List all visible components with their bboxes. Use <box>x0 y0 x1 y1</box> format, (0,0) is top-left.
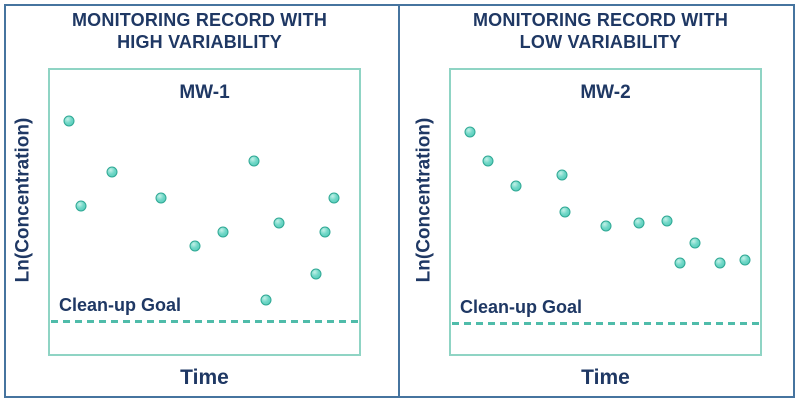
cleanup-goal-line <box>51 320 358 324</box>
data-point <box>689 237 701 249</box>
data-point <box>464 126 476 138</box>
x-axis-label: Time <box>180 366 229 389</box>
well-label: MW-1 <box>179 82 230 103</box>
data-point <box>510 180 522 192</box>
cleanup-goal-label: Clean-up Goal <box>460 296 583 317</box>
panel-divider <box>398 4 400 398</box>
panel-low-variability: MONITORING RECORD WITH LOW VARIABILITY L… <box>401 0 800 404</box>
panel-title: MONITORING RECORD WITH LOW VARIABILITY <box>401 9 800 53</box>
data-point <box>482 155 494 167</box>
panel-title-line2: LOW VARIABILITY <box>519 32 682 52</box>
data-point <box>661 215 673 227</box>
data-point <box>260 294 272 306</box>
data-point <box>328 192 340 204</box>
data-point <box>310 268 322 280</box>
plot-area: MW-2 Clean-up Goal <box>449 68 762 356</box>
cleanup-goal-line <box>452 321 759 325</box>
scatter-points <box>50 70 359 354</box>
data-point <box>600 220 611 232</box>
data-point <box>106 166 118 178</box>
data-point <box>75 200 87 212</box>
data-point <box>714 257 726 269</box>
data-point <box>556 169 568 181</box>
data-point <box>248 155 260 167</box>
data-point <box>559 206 571 218</box>
y-axis-label: Ln(Concentration) <box>401 56 447 344</box>
well-label: MW-2 <box>580 82 631 103</box>
panel-title: MONITORING RECORD WITH HIGH VARIABILITY <box>0 9 399 53</box>
data-point <box>739 254 751 266</box>
panel-title-line2: HIGH VARIABILITY <box>117 32 282 52</box>
y-axis-label-text: Ln(Concentration) <box>413 117 434 283</box>
data-point <box>217 226 229 238</box>
panel-title-line1: MONITORING RECORD WITH <box>71 10 328 30</box>
scatter-points <box>451 70 760 354</box>
y-axis-label: Ln(Concentration) <box>0 56 46 344</box>
data-point <box>273 217 285 229</box>
cleanup-goal-label: Clean-up Goal <box>59 295 182 316</box>
data-point <box>189 240 201 252</box>
data-point <box>155 192 167 204</box>
plot-area: MW-1 Clean-up Goal <box>48 68 361 356</box>
y-axis-label-text: Ln(Concentration) <box>12 117 33 283</box>
data-point <box>319 226 331 238</box>
data-point <box>633 217 645 229</box>
data-point <box>63 115 75 127</box>
data-point <box>674 257 686 269</box>
x-axis-label: Time <box>581 366 630 389</box>
panel-high-variability: MONITORING RECORD WITH HIGH VARIABILITY … <box>0 0 399 404</box>
panel-title-line1: MONITORING RECORD WITH <box>472 10 729 30</box>
